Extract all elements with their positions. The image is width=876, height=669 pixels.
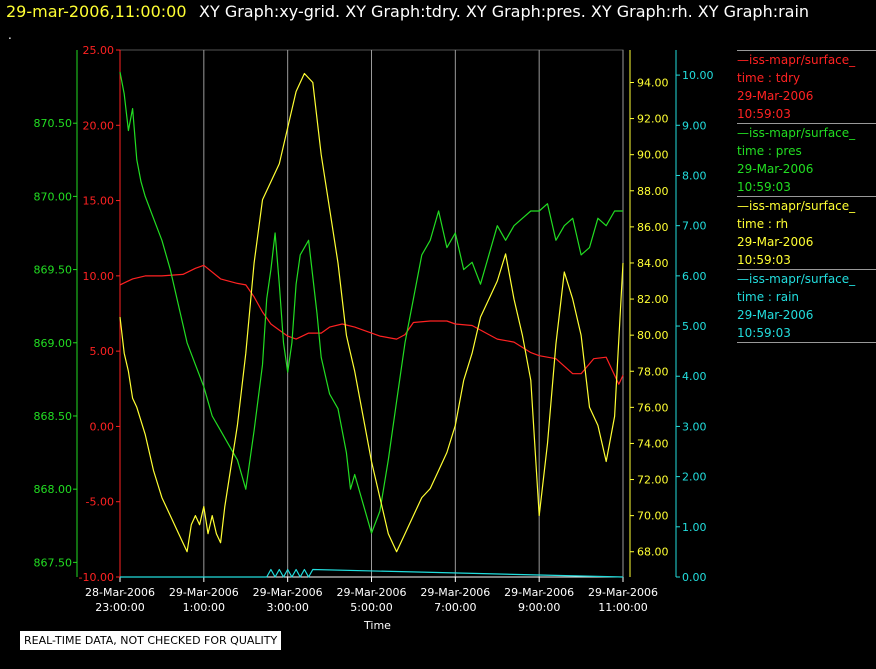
- rain-tick-label: 0.00: [682, 571, 707, 584]
- legend-variable: time : tdry: [737, 71, 801, 85]
- rain-tick-label: 3.00: [682, 420, 707, 433]
- legend-time: 10:59:03: [737, 326, 791, 340]
- rh-tick-label: 72.00: [637, 474, 669, 487]
- quality-disclaimer: REAL-TIME DATA, NOT CHECKED FOR QUALITY: [20, 631, 282, 650]
- x-tick-label-date: 29-Mar-2006: [253, 586, 323, 599]
- rh-tick-label: 74.00: [637, 437, 669, 450]
- x-tick-label-time: 5:00:00: [350, 601, 392, 614]
- tdry-tick-label: 5.00: [90, 345, 115, 358]
- series-tdry-line: [119, 264, 624, 385]
- rain-tick-label: 5.00: [682, 320, 707, 333]
- legend: —iss-mapr/surface_ time : tdry 29-Mar-20…: [737, 50, 876, 343]
- legend-series-name: —iss-mapr/surface_: [737, 126, 856, 140]
- rh-tick-label: 84.00: [637, 257, 669, 270]
- pres-tick-label: 870.50: [34, 117, 73, 130]
- legend-entry-pres: —iss-mapr/surface_ time : pres 29-Mar-20…: [737, 123, 876, 196]
- tdry-tick-label: 10.00: [83, 270, 115, 283]
- x-tick-label-time: 1:00:00: [183, 601, 225, 614]
- legend-time: 10:59:03: [737, 253, 791, 267]
- tdry-tick-label: -10.00: [79, 571, 114, 584]
- legend-variable: time : pres: [737, 144, 802, 158]
- tdry-tick-label: 0.00: [90, 420, 115, 433]
- rain-tick-label: 10.00: [682, 69, 714, 82]
- rain-tick-label: 8.00: [682, 169, 707, 182]
- x-tick-label-time: 9:00:00: [518, 601, 560, 614]
- series-rh-line: [119, 72, 624, 553]
- legend-variable: time : rain: [737, 290, 800, 304]
- rh-tick-label: 76.00: [637, 401, 669, 414]
- series-pres-line: [119, 71, 623, 534]
- legend-date: 29-Mar-2006: [737, 89, 814, 103]
- rain-tick-label: 2.00: [682, 471, 707, 484]
- x-tick-label-date: 29-Mar-2006: [337, 586, 407, 599]
- rh-tick-label: 70.00: [637, 510, 669, 523]
- x-tick-label-date: 29-Mar-2006: [588, 586, 658, 599]
- rh-tick-label: 80.00: [637, 329, 669, 342]
- header-datetime: 29-mar-2006,11:00:00: [6, 2, 187, 21]
- pres-tick-label: 868.50: [34, 410, 73, 423]
- legend-date: 29-Mar-2006: [737, 308, 814, 322]
- rain-tick-label: 6.00: [682, 270, 707, 283]
- rh-tick-label: 90.00: [637, 149, 669, 162]
- tdry-tick-label: -5.00: [86, 496, 114, 509]
- tdry-tick-label: 25.00: [83, 44, 115, 57]
- legend-date: 29-Mar-2006: [737, 162, 814, 176]
- pres-tick-label: 870.00: [34, 190, 73, 203]
- x-tick-label-date: 29-Mar-2006: [169, 586, 239, 599]
- x-tick-label-time: 11:00:00: [598, 601, 647, 614]
- rh-tick-label: 88.00: [637, 185, 669, 198]
- header-dot: .: [8, 28, 12, 42]
- tdry-tick-label: 15.00: [83, 195, 115, 208]
- legend-time: 10:59:03: [737, 180, 791, 194]
- pres-tick-label: 867.50: [34, 556, 73, 569]
- rain-tick-label: 4.00: [682, 370, 707, 383]
- rh-tick-label: 82.00: [637, 293, 669, 306]
- x-tick-label-time: 23:00:00: [95, 601, 144, 614]
- pres-tick-label: 869.50: [34, 264, 73, 277]
- rh-tick-label: 94.00: [637, 76, 669, 89]
- legend-time: 10:59:03: [737, 107, 791, 121]
- x-tick-label-date: 29-Mar-2006: [420, 586, 490, 599]
- legend-date: 29-Mar-2006: [737, 235, 814, 249]
- rh-tick-label: 92.00: [637, 113, 669, 126]
- x-tick-label-time: 3:00:00: [266, 601, 308, 614]
- rh-tick-label: 86.00: [637, 221, 669, 234]
- x-tick-label-date: 29-Mar-2006: [504, 586, 574, 599]
- rh-tick-label: 78.00: [637, 365, 669, 378]
- series-rain-line: [120, 568, 624, 578]
- pres-tick-label: 869.00: [34, 337, 73, 350]
- legend-variable: time : rh: [737, 217, 789, 231]
- x-axis-title: Time: [363, 619, 391, 632]
- legend-entry-rh: —iss-mapr/surface_ time : rh 29-Mar-2006…: [737, 196, 876, 269]
- rain-tick-label: 1.00: [682, 521, 707, 534]
- header-graph-titles: XY Graph:xy-grid. XY Graph:tdry. XY Grap…: [199, 2, 810, 21]
- legend-series-name: —iss-mapr/surface_: [737, 53, 856, 67]
- rain-tick-label: 9.00: [682, 119, 707, 132]
- pres-tick-label: 868.00: [34, 483, 73, 496]
- x-tick-label-date: 28-Mar-2006: [85, 586, 155, 599]
- legend-entry-tdry: —iss-mapr/surface_ time : tdry 29-Mar-20…: [737, 50, 876, 123]
- tdry-tick-label: 20.00: [83, 119, 115, 132]
- legend-series-name: —iss-mapr/surface_: [737, 272, 856, 286]
- rain-tick-label: 7.00: [682, 220, 707, 233]
- rh-tick-label: 68.00: [637, 546, 669, 559]
- x-tick-label-time: 7:00:00: [434, 601, 476, 614]
- legend-series-name: —iss-mapr/surface_: [737, 199, 856, 213]
- legend-entry-rain: —iss-mapr/surface_ time : rain 29-Mar-20…: [737, 269, 876, 343]
- header-bar: 29-mar-2006,11:00:00 XY Graph:xy-grid. X…: [0, 0, 876, 41]
